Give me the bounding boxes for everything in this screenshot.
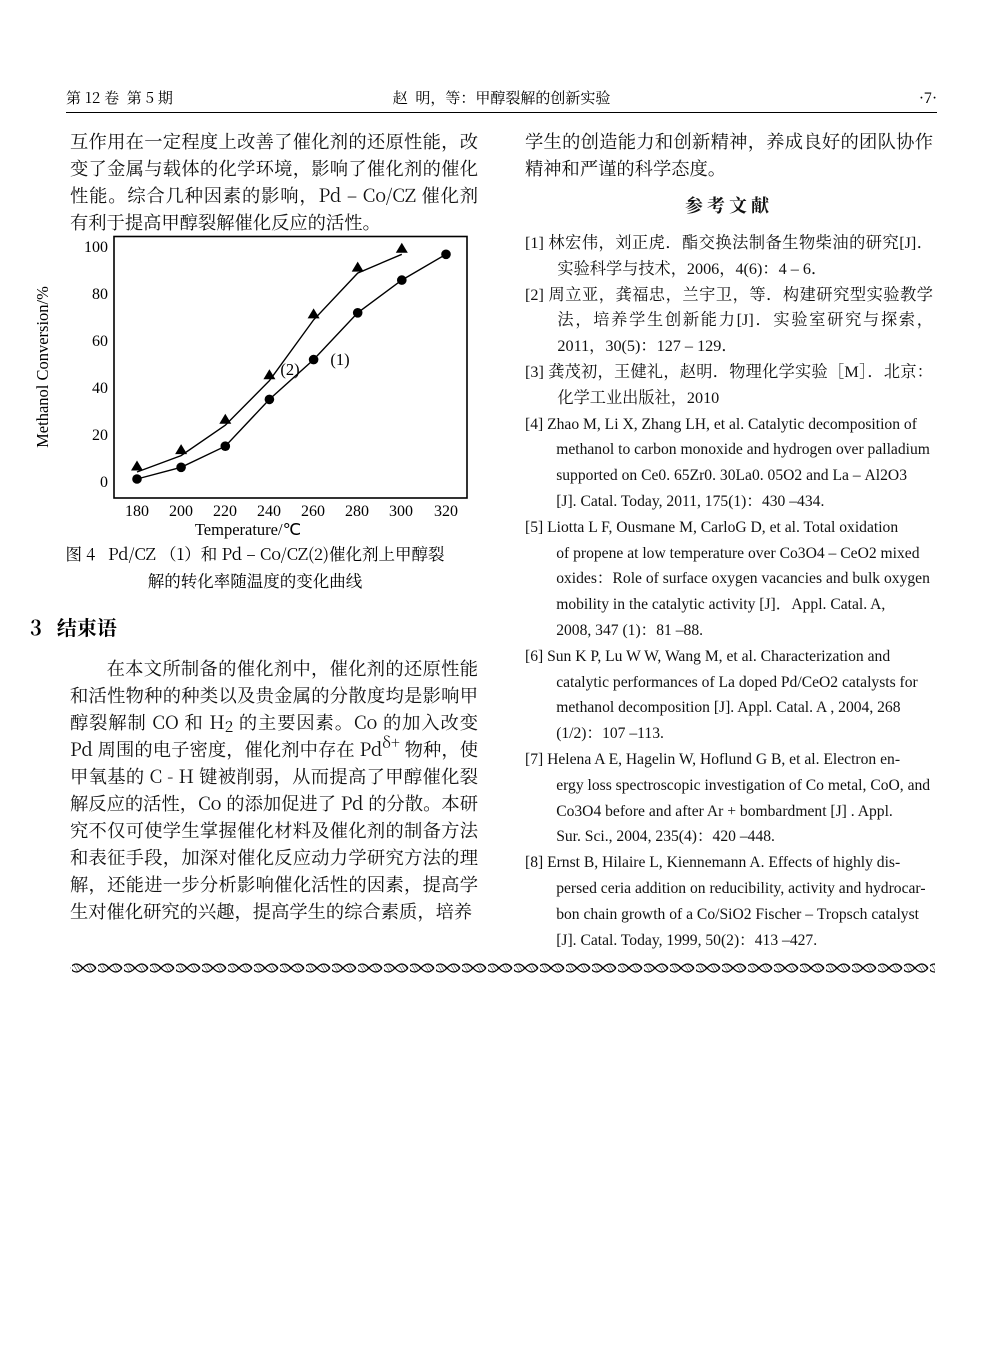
svg-text:Methanol Conversion/%: Methanol Conversion/%	[33, 286, 52, 448]
svg-text:Temperature/℃: Temperature/℃	[195, 520, 301, 539]
svg-text:(2): (2)	[280, 360, 299, 379]
svg-text:260: 260	[301, 503, 325, 520]
svg-text:280: 280	[345, 503, 369, 520]
svg-text:100: 100	[84, 239, 108, 256]
svg-text:200: 200	[169, 503, 193, 520]
svg-text:180: 180	[125, 503, 149, 520]
svg-text:0: 0	[100, 474, 108, 491]
svg-text:60: 60	[92, 333, 108, 350]
svg-text:240: 240	[257, 503, 281, 520]
svg-text:80: 80	[92, 286, 108, 303]
svg-text:300: 300	[389, 503, 413, 520]
svg-text:40: 40	[92, 380, 108, 397]
svg-text:20: 20	[92, 427, 108, 444]
svg-text:320: 320	[434, 503, 458, 520]
svg-text:220: 220	[213, 503, 237, 520]
svg-text:(1): (1)	[330, 350, 349, 369]
